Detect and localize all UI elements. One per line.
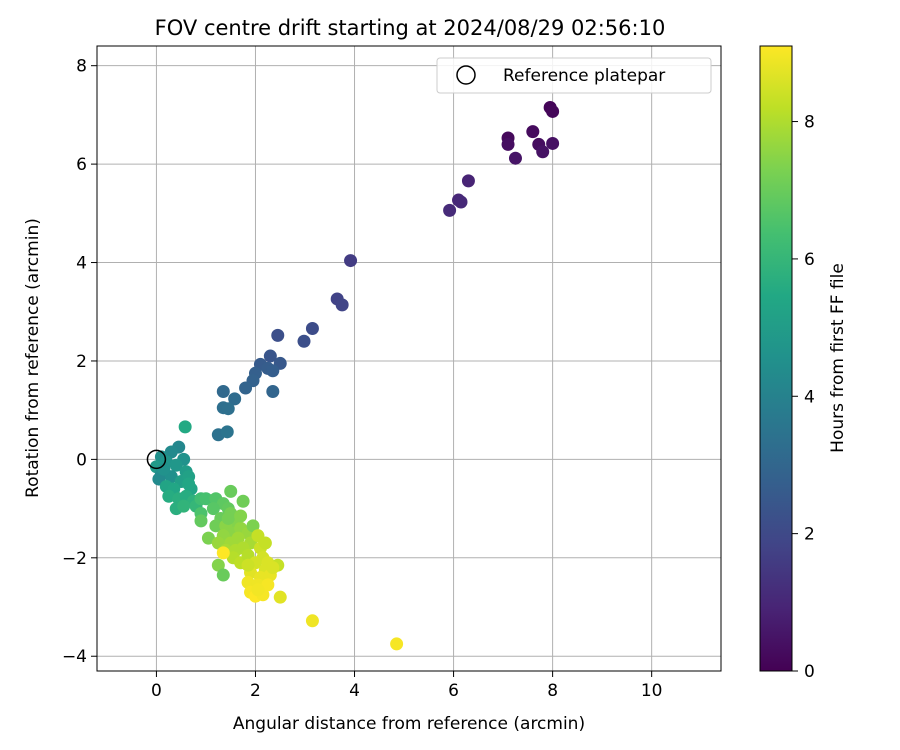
legend-reference-marker xyxy=(456,65,476,85)
data-point xyxy=(216,384,230,398)
data-point xyxy=(194,514,208,528)
x-tick-label: 4 xyxy=(349,681,360,701)
data-point xyxy=(536,145,550,159)
data-point xyxy=(234,509,248,523)
colorbar-tick-label: 6 xyxy=(804,250,815,270)
data-point xyxy=(182,477,196,491)
y-tick-label: 4 xyxy=(76,254,87,274)
legend-entry: Reference platepar xyxy=(503,66,665,86)
data-point xyxy=(344,254,358,268)
data-point xyxy=(461,174,475,188)
data-point xyxy=(231,531,245,545)
data-point xyxy=(261,578,275,592)
x-axis-label: Angular distance from reference (arcmin) xyxy=(233,714,585,734)
chart-title: FOV centre drift starting at 2024/08/29 … xyxy=(155,16,666,40)
data-point xyxy=(508,151,522,165)
y-tick-label: −2 xyxy=(62,549,87,569)
colorbar-tick-label: 4 xyxy=(804,387,815,407)
data-point xyxy=(443,203,457,217)
data-point xyxy=(271,328,285,342)
data-point xyxy=(157,462,171,476)
data-point xyxy=(454,195,468,209)
data-point xyxy=(216,546,230,560)
data-point xyxy=(224,484,238,498)
data-point xyxy=(526,125,540,139)
data-point xyxy=(390,637,404,651)
y-axis-ticks: −4 −2 0 2 4 6 8 xyxy=(62,57,97,667)
data-point xyxy=(162,489,176,503)
data-point xyxy=(266,364,280,378)
data-point xyxy=(206,502,220,516)
data-point xyxy=(169,458,183,472)
data-point xyxy=(251,583,265,597)
data-point xyxy=(305,614,319,628)
colorbar-tick-label: 8 xyxy=(804,113,815,133)
x-tick-label: 6 xyxy=(448,681,459,701)
colorbar-ticks: 0 2 4 6 8 xyxy=(792,113,815,682)
y-tick-label: 2 xyxy=(76,352,87,372)
data-point xyxy=(263,349,277,363)
y-tick-label: 6 xyxy=(76,155,87,175)
data-point xyxy=(546,136,560,150)
reference-marker xyxy=(146,449,167,470)
data-point xyxy=(199,492,213,506)
data-point xyxy=(177,499,191,513)
data-point xyxy=(501,137,515,151)
y-tick-label: 0 xyxy=(76,450,87,470)
colorbar-tick-label: 2 xyxy=(804,525,815,545)
data-point xyxy=(241,558,255,572)
data-point xyxy=(305,321,319,335)
grid-lines xyxy=(97,46,721,671)
data-point xyxy=(211,558,225,572)
colorbar-gradient xyxy=(759,45,793,672)
data-point xyxy=(201,531,215,545)
data-point xyxy=(239,381,253,395)
data-point xyxy=(221,511,235,525)
data-point xyxy=(246,519,260,533)
data-point xyxy=(228,392,242,406)
y-axis-label: Rotation from reference (arcmin) xyxy=(23,218,43,498)
data-point xyxy=(546,104,560,118)
data-point xyxy=(178,420,192,434)
data-point xyxy=(266,384,280,398)
x-tick-label: 8 xyxy=(547,681,558,701)
colorbar-tick-label: 0 xyxy=(804,662,815,682)
data-point xyxy=(273,590,287,604)
data-point xyxy=(164,445,178,459)
y-tick-label: 8 xyxy=(76,57,87,77)
data-point xyxy=(335,298,349,312)
data-point xyxy=(216,568,230,582)
colorbar: 0 2 4 6 8 Hours from first FF file xyxy=(759,45,848,682)
x-tick-label: 2 xyxy=(250,681,261,701)
legend: Reference platepar xyxy=(436,57,712,94)
data-point xyxy=(241,575,255,589)
data-point xyxy=(258,536,272,550)
x-tick-label: 10 xyxy=(641,681,663,701)
x-axis-ticks: 0 2 4 6 8 10 xyxy=(151,671,662,701)
x-tick-label: 0 xyxy=(151,681,162,701)
reference-point xyxy=(146,449,167,470)
data-point xyxy=(236,494,250,508)
colorbar-label: Hours from first FF file xyxy=(828,263,848,453)
data-points xyxy=(149,101,560,651)
data-point xyxy=(297,334,311,348)
y-tick-label: −4 xyxy=(62,647,87,667)
data-point xyxy=(221,402,235,416)
data-point xyxy=(266,561,280,575)
legend-box xyxy=(436,57,712,94)
data-point xyxy=(209,519,223,533)
data-point xyxy=(220,425,234,439)
plot-frame xyxy=(96,45,722,672)
